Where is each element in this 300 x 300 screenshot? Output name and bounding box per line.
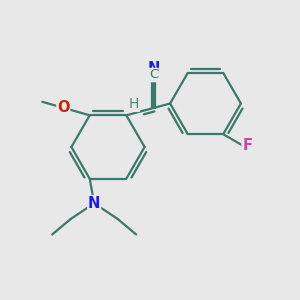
Text: N: N	[88, 196, 100, 211]
Text: F: F	[242, 138, 252, 153]
Text: H: H	[129, 97, 139, 111]
Text: O: O	[57, 100, 70, 115]
Text: C: C	[149, 68, 158, 82]
Text: N: N	[147, 61, 160, 76]
